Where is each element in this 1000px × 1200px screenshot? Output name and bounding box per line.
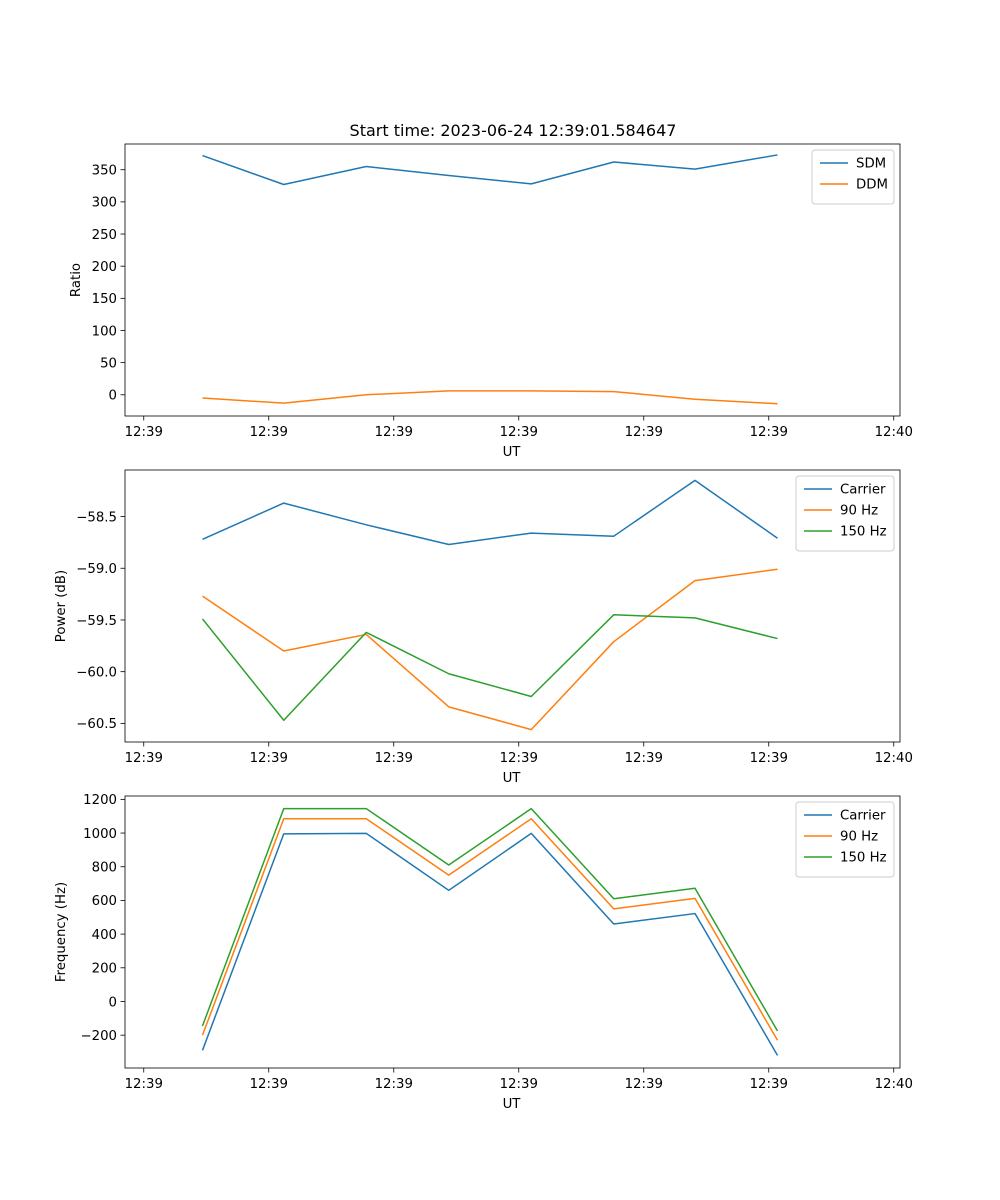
series-line-90-hz xyxy=(202,568,778,731)
legend-label: SDM xyxy=(856,157,886,172)
legend-label: DDM xyxy=(856,178,888,193)
subplot-2: 12:39 12:39 12:39 12:39 12:39 12:39 12:40 −60.5… xyxy=(54,469,913,786)
series-line-150-hz xyxy=(201,807,779,1032)
legend-label: 150 Hz xyxy=(840,525,887,540)
y-tick-label: 800 xyxy=(92,861,117,876)
x-tick-label: 12:39 xyxy=(375,751,413,766)
y-axis-label: Ratio xyxy=(69,263,84,297)
series-line-carrier xyxy=(201,832,779,1056)
x-axis-label: UT xyxy=(503,445,522,460)
y-tick-label: −60.0 xyxy=(76,665,117,680)
x-tick-label: 12:40 xyxy=(875,751,913,766)
x-tick-label: 12:39 xyxy=(375,1077,413,1092)
x-tick-label: 12:39 xyxy=(375,425,413,440)
y-axis-label: Power (dB) xyxy=(54,570,69,642)
y-tick-label: 600 xyxy=(92,894,117,909)
x-tick-label: 12:39 xyxy=(250,751,288,766)
x-tick-label: 12:39 xyxy=(625,751,663,766)
x-tick-label: 12:39 xyxy=(250,1077,288,1092)
x-tick-label: 12:39 xyxy=(250,425,288,440)
y-tick-label: 0 xyxy=(109,389,117,404)
x-tick-label: 12:39 xyxy=(750,1077,788,1092)
x-tick-label: 12:40 xyxy=(875,425,913,440)
y-tick-label: 1200 xyxy=(83,793,117,808)
y-tick-label: 50 xyxy=(100,356,117,371)
subplots: 12:39 12:39 12:39 12:39 12:39 12:39 12:40 0 50 10… xyxy=(54,143,913,1112)
x-tick-label: 12:39 xyxy=(625,1077,663,1092)
y-tick-label: −200 xyxy=(80,1029,117,1044)
x-axis-label: UT xyxy=(503,1097,522,1112)
x-tick-label: 12:39 xyxy=(500,425,538,440)
y-tick-label: 150 xyxy=(92,292,117,307)
subplot-3: 12:39 12:39 12:39 12:39 12:39 12:39 12:40 −200 0… xyxy=(54,793,913,1112)
x-tick-label: 12:39 xyxy=(750,751,788,766)
series-line-90-hz xyxy=(201,817,779,1041)
y-tick-label: 400 xyxy=(92,928,117,943)
legend-box xyxy=(795,475,895,552)
x-tick-label: 12:39 xyxy=(500,751,538,766)
y-tick-label: −60.5 xyxy=(76,717,117,732)
y-tick-label: 200 xyxy=(92,962,117,977)
x-tick-label: 12:39 xyxy=(125,1077,163,1092)
series-line-150-hz xyxy=(201,614,778,722)
legend: Carrier 90 Hz 150 Hz xyxy=(795,801,895,878)
y-tick-label: 200 xyxy=(92,260,117,275)
y-tick-label: 250 xyxy=(92,228,117,243)
x-tick-label: 12:39 xyxy=(750,425,788,440)
series-line-ddm xyxy=(202,390,778,405)
y-axis-label: Frequency (Hz) xyxy=(54,882,69,982)
legend: Carrier 90 Hz 150 Hz xyxy=(795,475,895,552)
plot-frame xyxy=(124,469,901,743)
y-tick-label: 100 xyxy=(92,324,117,339)
legend-label: 150 Hz xyxy=(840,851,887,866)
series-line-sdm xyxy=(202,154,778,186)
plot-frame xyxy=(124,143,901,417)
series-line-carrier xyxy=(202,479,778,546)
y-tick-label: −59.0 xyxy=(76,562,117,577)
y-tick-label: 1000 xyxy=(83,827,117,842)
legend-box xyxy=(795,801,895,878)
legend-label: Carrier xyxy=(840,809,886,824)
x-tick-label: 12:40 xyxy=(875,1077,913,1092)
plot-frame xyxy=(124,795,901,1069)
legend-label: 90 Hz xyxy=(840,504,878,519)
legend-label: Carrier xyxy=(840,483,886,498)
subplot-1: 12:39 12:39 12:39 12:39 12:39 12:39 12:40 0 50 10… xyxy=(69,143,913,460)
x-tick-label: 12:39 xyxy=(125,425,163,440)
y-tick-label: −58.5 xyxy=(76,510,117,525)
legend: SDM DDM xyxy=(811,149,895,205)
x-tick-label: 12:39 xyxy=(125,751,163,766)
x-tick-label: 12:39 xyxy=(625,425,663,440)
y-tick-label: 300 xyxy=(92,196,117,211)
x-tick-label: 12:39 xyxy=(500,1077,538,1092)
y-tick-label: 0 xyxy=(109,995,117,1010)
y-tick-label: 350 xyxy=(92,164,117,179)
figure-title: Start time: 2023-06-24 12:39:01.584647 xyxy=(350,121,677,140)
legend-label: 90 Hz xyxy=(840,830,878,845)
y-tick-label: −59.5 xyxy=(76,614,117,629)
x-axis-label: UT xyxy=(503,771,522,786)
